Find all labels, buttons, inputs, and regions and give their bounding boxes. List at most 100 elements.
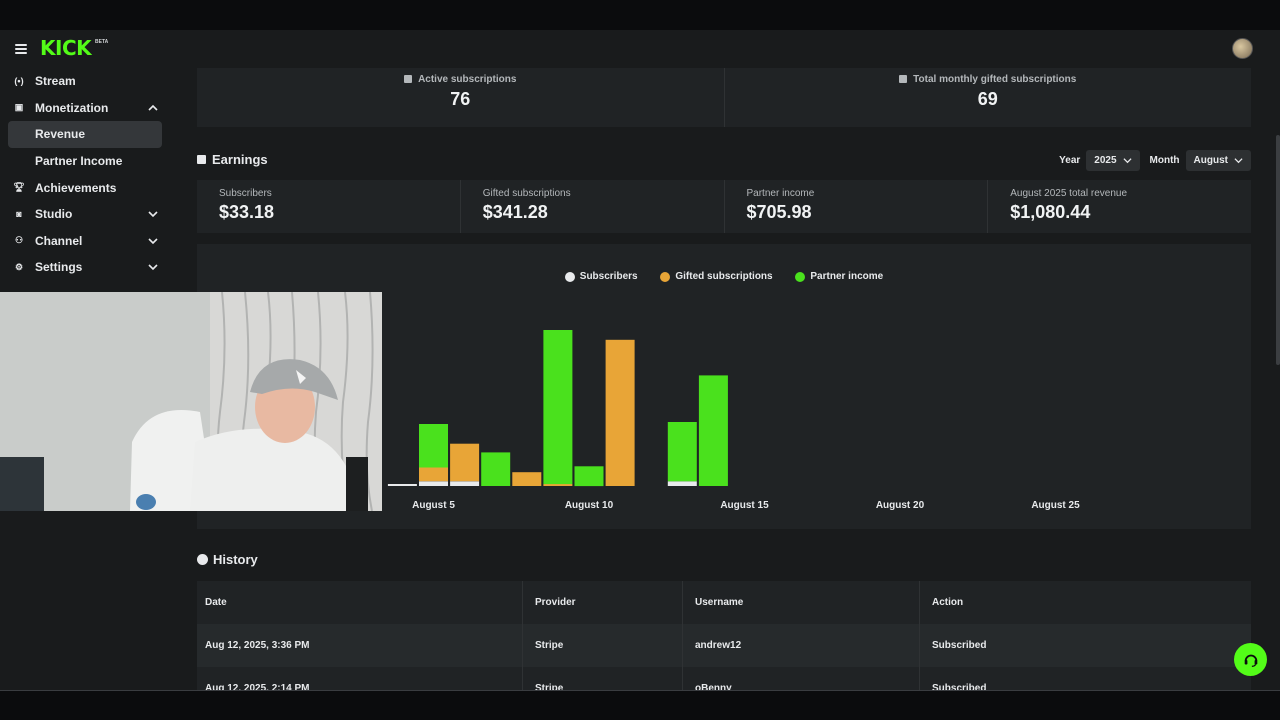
bar-subscribers[interactable] xyxy=(387,484,417,486)
sidebar-item-settings[interactable]: ⚙ Settings xyxy=(0,254,170,281)
legend-item-subscribers[interactable]: Subscribers xyxy=(564,271,638,282)
chart-icon xyxy=(899,75,908,83)
bar-subscribers[interactable] xyxy=(667,481,697,486)
screen-bottom-letterbox xyxy=(0,690,1280,720)
sidebar-item-achievements[interactable]: 🏆︎ Achievements xyxy=(0,174,170,201)
bar-gifted[interactable] xyxy=(543,484,573,486)
sidebar-item-studio[interactable]: ◙ Studio xyxy=(0,201,170,228)
cell-action: Subscribed xyxy=(919,667,1251,690)
bar-gifted[interactable] xyxy=(512,472,542,486)
sidebar-item-label: Revenue xyxy=(35,127,86,142)
year-select[interactable]: 2025 xyxy=(1086,150,1140,171)
chevron-down-icon[interactable] xyxy=(148,209,158,219)
card-label: Subscribers xyxy=(219,188,272,199)
x-tick-label: August 5 xyxy=(412,500,455,511)
chevron-down-icon[interactable] xyxy=(148,262,158,272)
cell-date: Aug 12, 2025, 2:14 PM xyxy=(205,683,310,690)
sidebar-item-label: Monetization xyxy=(35,100,109,115)
x-tick-label: August 15 xyxy=(720,500,769,511)
monetization-icon: ▣ xyxy=(14,102,24,113)
earnings-cards: Subscribers $33.18 Gifted subscriptions … xyxy=(197,180,1251,233)
settings-icon: ⚙ xyxy=(14,261,24,272)
page-scrollbar[interactable] xyxy=(1276,135,1280,365)
bar-partner[interactable] xyxy=(543,330,573,485)
top-header: KICK BETA xyxy=(0,30,1280,68)
x-tick-label: August 10 xyxy=(565,500,614,511)
chart-icon xyxy=(197,155,206,164)
legend-dot xyxy=(564,271,575,282)
bar-gifted[interactable] xyxy=(605,339,635,486)
bar-partner[interactable] xyxy=(419,424,448,468)
bar-gifted[interactable] xyxy=(450,443,480,482)
card-label: Partner income xyxy=(746,188,815,199)
bar-gifted[interactable] xyxy=(419,467,448,482)
card-value: $341.28 xyxy=(482,202,548,222)
stat-label: Active subscriptions xyxy=(418,74,517,85)
table-row[interactable]: Aug 12, 2025, 2:14 PM Stripe oBenny Subs… xyxy=(197,667,1251,690)
bar-partner[interactable] xyxy=(667,422,697,482)
menu-icon[interactable] xyxy=(15,44,27,54)
month-select[interactable]: August xyxy=(1185,150,1251,171)
stream-icon: (•) xyxy=(14,76,24,87)
help-button[interactable] xyxy=(1234,643,1267,676)
card-label: Gifted subscriptions xyxy=(482,188,571,199)
sidebar-item-stream[interactable]: (•) Stream xyxy=(0,68,170,95)
bar-partner[interactable] xyxy=(574,466,604,487)
webcam-feed-image xyxy=(0,292,382,511)
card-value: $33.18 xyxy=(219,202,275,222)
headset-icon xyxy=(1244,654,1257,667)
year-value: 2025 xyxy=(1094,155,1117,166)
sidebar-item-monetization[interactable]: ▣ Monetization xyxy=(0,95,170,122)
sidebar-item-channel[interactable]: ⚇ Channel xyxy=(0,228,170,255)
month-label: Month xyxy=(1149,155,1180,166)
channel-icon: ⚇ xyxy=(14,235,24,246)
bar-subscribers[interactable] xyxy=(450,481,480,486)
legend-dot xyxy=(795,271,806,282)
history-table: Date Provider Username Action Aug 12, 20… xyxy=(197,581,1251,690)
chevron-down-icon[interactable] xyxy=(148,236,158,246)
table-row[interactable]: Aug 12, 2025, 3:36 PM Stripe andrew12 Su… xyxy=(197,624,1251,667)
cell-action: Subscribed xyxy=(919,624,1251,667)
bar-partner[interactable] xyxy=(698,375,728,486)
beta-badge: BETA xyxy=(95,39,109,45)
stat-value: 69 xyxy=(977,89,998,109)
sidebar-item-label: Settings xyxy=(35,260,83,275)
bar-partner[interactable] xyxy=(481,452,511,486)
studio-icon: ◙ xyxy=(16,209,22,220)
earnings-card-partner: Partner income $705.98 xyxy=(723,180,988,233)
column-header[interactable]: Action xyxy=(919,581,1251,624)
clock-icon xyxy=(197,554,208,565)
earnings-card-subscribers: Subscribers $33.18 xyxy=(197,180,460,233)
column-header[interactable]: Username xyxy=(682,581,919,624)
legend-item-partner[interactable]: Partner income xyxy=(795,271,883,282)
sidebar-item-label: Achievements xyxy=(35,180,117,195)
x-tick-label: August 25 xyxy=(1031,500,1080,511)
chart-icon xyxy=(404,75,413,83)
sidebar-item-partner-income[interactable]: Partner Income xyxy=(0,148,170,175)
legend-item-gifted[interactable]: Gifted subscriptions xyxy=(660,271,773,282)
column-header[interactable]: Provider xyxy=(522,581,682,624)
active-subscriptions-stat: Active subscriptions 76 xyxy=(197,68,724,127)
column-header[interactable]: Date xyxy=(205,597,227,608)
user-avatar[interactable] xyxy=(1232,38,1253,59)
year-label: Year xyxy=(1059,155,1081,166)
sidebar-item-label: Channel xyxy=(35,233,83,248)
trophy-icon: 🏆︎ xyxy=(13,182,25,193)
bar-subscribers[interactable] xyxy=(419,481,448,486)
sidebar-item-revenue[interactable]: Revenue xyxy=(8,121,162,148)
cell-username: andrew12 xyxy=(682,624,919,667)
cell-provider: Stripe xyxy=(522,624,682,667)
card-value: $705.98 xyxy=(746,202,812,222)
sidebar-item-label: Stream xyxy=(35,74,76,89)
earnings-filters: Year 2025 Month August xyxy=(1049,150,1251,171)
sidebar-item-label: Partner Income xyxy=(35,154,123,169)
card-value: $1,080.44 xyxy=(1010,202,1091,222)
kick-logo[interactable]: KICK xyxy=(40,36,92,60)
webcam-overlay xyxy=(0,292,382,511)
stat-label: Total monthly gifted subscriptions xyxy=(913,74,1077,85)
section-title: History xyxy=(213,552,258,567)
legend-label: Subscribers xyxy=(579,271,638,282)
card-label: August 2025 total revenue xyxy=(1010,188,1128,199)
earnings-card-total: August 2025 total revenue $1,080.44 xyxy=(987,180,1251,233)
chevron-up-icon[interactable] xyxy=(148,103,158,113)
